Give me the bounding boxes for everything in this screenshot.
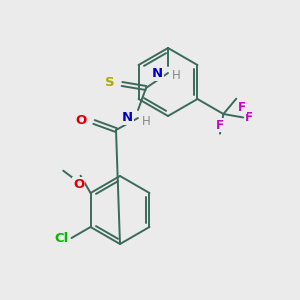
Text: H: H: [142, 115, 151, 128]
Text: F: F: [216, 119, 224, 132]
Text: F: F: [238, 101, 246, 114]
Text: N: N: [122, 111, 133, 124]
Text: O: O: [76, 115, 87, 128]
Text: O: O: [73, 178, 84, 191]
Text: S: S: [105, 76, 115, 89]
Text: H: H: [172, 69, 181, 82]
Text: N: N: [152, 67, 163, 80]
Text: F: F: [245, 111, 253, 124]
Text: Cl: Cl: [54, 232, 68, 244]
